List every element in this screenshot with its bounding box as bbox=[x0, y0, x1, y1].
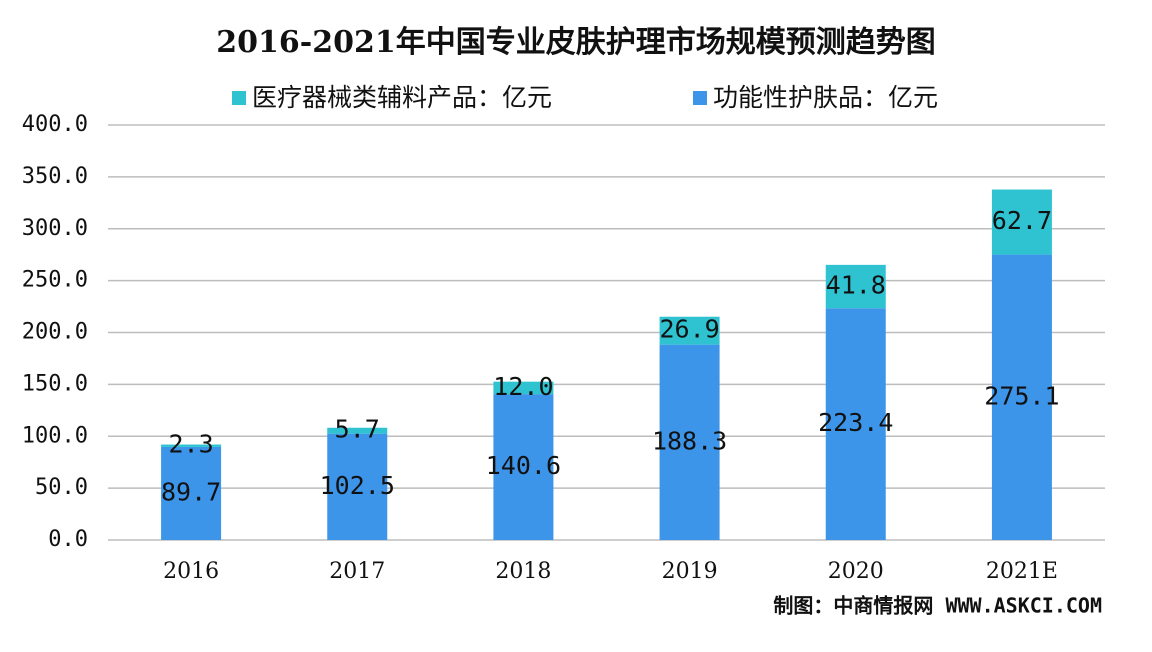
chart-title: 2016-2021年中国专业皮肤护理市场规模预测趋势图 bbox=[216, 25, 935, 60]
bar-segment bbox=[161, 444, 222, 447]
x-tick-label: 2017 bbox=[329, 559, 385, 584]
data-label: 12.0 bbox=[493, 372, 553, 401]
x-tick-label: 2020 bbox=[828, 559, 884, 584]
x-tick-label: 2018 bbox=[495, 559, 551, 584]
y-tick-label: 300.0 bbox=[22, 216, 88, 241]
legend-swatch bbox=[693, 91, 707, 105]
data-label: 26.9 bbox=[659, 315, 719, 344]
y-tick-label: 350.0 bbox=[22, 164, 88, 189]
data-label: 140.6 bbox=[486, 451, 561, 480]
x-tick-label: 2021E bbox=[986, 559, 1058, 584]
data-label: 41.8 bbox=[826, 271, 886, 300]
y-tick-label: 400.0 bbox=[22, 112, 88, 137]
data-label: 223.4 bbox=[818, 408, 893, 437]
bar-segment bbox=[659, 316, 720, 345]
legend-label: 功能性护肤品：亿元 bbox=[713, 83, 938, 112]
source-note: 制图：中商情报网 WWW.ASKCI.COM bbox=[773, 594, 1102, 618]
bar-segment bbox=[493, 381, 554, 395]
bar-segment bbox=[825, 264, 886, 309]
data-label: 2.3 bbox=[169, 430, 214, 459]
data-label: 89.7 bbox=[161, 477, 221, 506]
data-label: 102.5 bbox=[320, 471, 395, 500]
data-label: 62.7 bbox=[992, 206, 1052, 235]
y-tick-label: 250.0 bbox=[22, 268, 88, 293]
legend-label: 医疗器械类辅料产品：亿元 bbox=[252, 83, 552, 112]
y-tick-label: 150.0 bbox=[22, 371, 88, 396]
bar-segment bbox=[327, 427, 388, 434]
x-tick-label: 2019 bbox=[662, 559, 718, 584]
bar-segment bbox=[327, 433, 388, 540]
bar-segment bbox=[659, 344, 720, 540]
bar-segment bbox=[493, 394, 554, 540]
y-tick-label: 50.0 bbox=[35, 475, 88, 500]
data-label: 275.1 bbox=[984, 381, 1059, 410]
x-tick-label: 2016 bbox=[163, 559, 219, 584]
bar-segment bbox=[825, 308, 886, 540]
data-label: 188.3 bbox=[652, 426, 727, 455]
legend-swatch bbox=[232, 91, 246, 105]
y-tick-label: 100.0 bbox=[22, 423, 88, 448]
bar-segment bbox=[991, 189, 1052, 255]
bar-segment bbox=[161, 446, 222, 540]
y-tick-label: 0.0 bbox=[48, 527, 88, 552]
y-tick-label: 200.0 bbox=[22, 320, 88, 345]
bar-segment bbox=[991, 254, 1052, 541]
data-label: 5.7 bbox=[335, 415, 380, 444]
